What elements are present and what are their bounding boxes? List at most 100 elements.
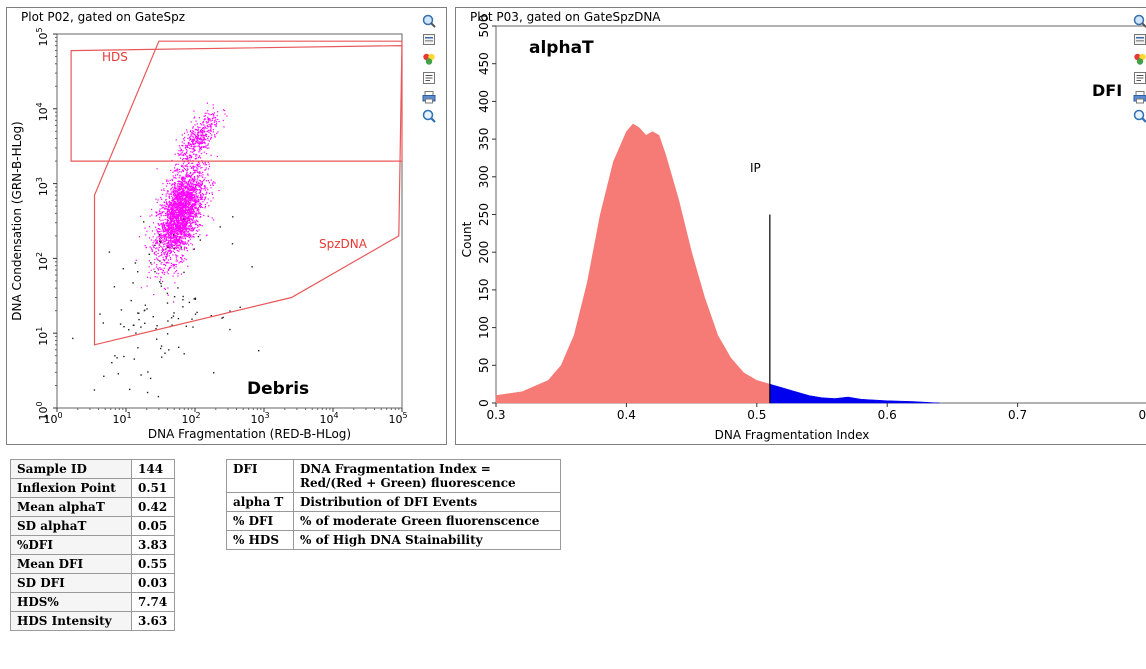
scatter-point — [192, 208, 194, 210]
scatter-point — [182, 165, 184, 167]
color-icon[interactable] — [1133, 51, 1146, 65]
scatter-point — [170, 213, 172, 216]
scatter-point — [201, 131, 204, 134]
scatter-point — [159, 212, 162, 214]
scatter-point — [210, 120, 212, 122]
scatter-point — [143, 221, 145, 223]
scatter-point — [178, 198, 180, 200]
scatter-point — [173, 272, 175, 274]
scatter-point — [171, 193, 173, 195]
scatter-point — [164, 227, 166, 229]
zoom-icon[interactable] — [422, 13, 436, 28]
scatter-point — [199, 165, 201, 167]
scatter-point — [172, 190, 174, 192]
scatter-point — [188, 225, 190, 227]
scatter-point — [193, 181, 195, 183]
copy-icon[interactable] — [1133, 32, 1146, 46]
scatter-point — [190, 188, 192, 190]
scatter-point — [178, 211, 180, 213]
scatter-point — [194, 165, 196, 168]
scatter-point — [204, 115, 206, 117]
scatter-point — [169, 237, 171, 239]
scatter-point — [166, 302, 169, 304]
scatter-point — [156, 243, 158, 245]
scatter-point — [164, 242, 166, 244]
scatter-point — [212, 114, 215, 116]
scatter-point — [165, 208, 167, 210]
copy-icon[interactable] — [422, 32, 436, 46]
scatter-point — [191, 205, 193, 207]
scatter-point — [173, 227, 175, 229]
scatter-point — [194, 298, 197, 300]
scatter-point — [170, 238, 172, 240]
scatter-point — [178, 194, 180, 196]
properties-icon[interactable] — [422, 70, 436, 84]
scatter-point — [181, 225, 184, 227]
scatter-point — [186, 190, 188, 192]
scatter-point — [190, 181, 192, 183]
scatter-point — [191, 140, 193, 142]
scatter-point — [205, 145, 207, 147]
properties-icon[interactable] — [1133, 70, 1146, 84]
scatter-point — [166, 213, 168, 215]
scatter-point — [170, 208, 172, 210]
scatter-point — [190, 206, 192, 208]
scatter-point — [182, 255, 184, 257]
scatter-point — [174, 247, 176, 249]
scatter-point — [182, 185, 184, 187]
scatter-point — [158, 210, 161, 212]
scatter-point — [177, 185, 179, 187]
scatter-point — [198, 138, 200, 140]
scatter-point — [182, 184, 184, 186]
scatter-point — [185, 213, 187, 215]
scatter-point — [190, 205, 192, 207]
scatter-point — [183, 249, 185, 251]
scatter-point — [191, 206, 193, 208]
scatter-point — [195, 120, 197, 122]
scatter-point — [182, 213, 184, 215]
scatter-point — [197, 221, 199, 223]
gate-spzdna[interactable] — [93, 40, 403, 346]
scatter-point — [177, 217, 179, 219]
scatter-point — [177, 272, 179, 275]
scatter-point — [192, 162, 194, 164]
scatter-point — [208, 140, 210, 142]
scatter-point — [144, 309, 146, 311]
scatter-point — [172, 203, 174, 205]
scatter-point — [172, 214, 174, 216]
scatter-point — [180, 171, 183, 173]
scatter-point — [156, 168, 158, 170]
scatter-point — [184, 136, 186, 139]
scatter-plot: 100100101101102102103103104104105105DNA … — [10, 27, 408, 441]
legend-row: % DFI% of moderate Green fluorenscence — [226, 511, 561, 531]
color-icon[interactable] — [422, 51, 436, 65]
scatter-point — [209, 132, 211, 135]
scatter-point — [187, 216, 189, 218]
zoom-icon[interactable] — [1133, 13, 1146, 28]
scatter-points — [72, 102, 260, 398]
scatter-point — [165, 185, 168, 187]
scatter-point — [162, 249, 164, 251]
scatter-point — [190, 177, 192, 179]
scatter-point — [188, 142, 190, 144]
scatter-point — [209, 184, 212, 186]
scatter-point — [182, 192, 184, 194]
scatter-point — [197, 140, 199, 142]
scatter-point — [175, 260, 177, 262]
scatter-point — [180, 226, 182, 228]
scatter-point — [197, 126, 199, 128]
magnify-icon[interactable] — [1133, 108, 1146, 123]
scatter-point — [181, 164, 183, 166]
scatter-point — [192, 205, 194, 208]
scatter-point — [181, 242, 183, 244]
scatter-point — [181, 202, 183, 204]
scatter-point — [190, 145, 192, 147]
print-icon[interactable] — [1133, 89, 1146, 104]
scatter-point — [190, 186, 192, 188]
scatter-point — [181, 232, 183, 234]
magnify-icon[interactable] — [422, 108, 436, 123]
scatter-point — [202, 121, 204, 123]
scatter-point — [137, 312, 139, 314]
print-icon[interactable] — [422, 89, 436, 104]
scatter-point — [186, 200, 188, 202]
